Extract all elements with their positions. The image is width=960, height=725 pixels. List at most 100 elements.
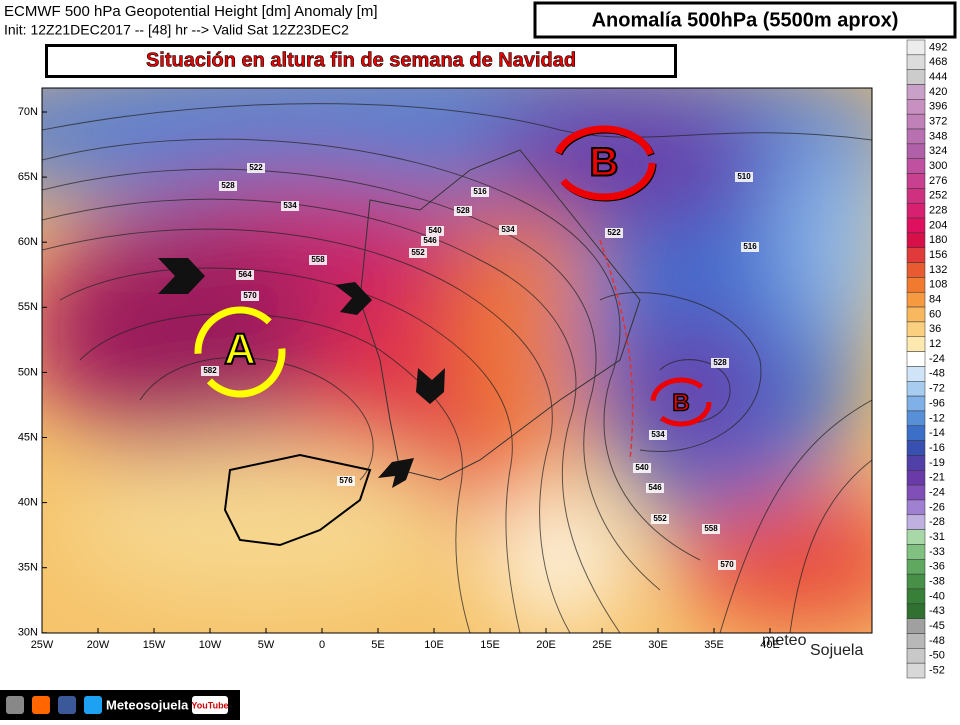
- colorbar-label: -72: [929, 383, 945, 395]
- contour-label-bg: [499, 225, 517, 235]
- contour-label-bg: [241, 291, 259, 301]
- low-label: B: [590, 141, 619, 185]
- colorbar-label: -96: [929, 397, 945, 409]
- subtitle: Situación en altura fin de semana de Nav…: [146, 49, 576, 71]
- icon[interactable]: [84, 696, 102, 714]
- colorbar-label: -24: [929, 486, 945, 498]
- colorbar-cell: [906, 440, 926, 456]
- lat-label: 65N: [18, 171, 38, 183]
- title: Anomalía 500hPa (5500m aprox): [592, 9, 899, 31]
- contour-label-bg: [471, 187, 489, 197]
- colorbar-label: 180: [929, 234, 947, 246]
- contour-label: 552: [411, 248, 425, 257]
- colorbar-cell: [906, 99, 926, 115]
- contour-label-bg: [718, 560, 736, 570]
- colorbar-label: 12: [929, 338, 941, 350]
- footer-video[interactable]: YouTube: [191, 700, 228, 710]
- lon-label: 20E: [536, 639, 556, 651]
- colorbar-label: -48: [929, 635, 945, 647]
- header-line1: ECMWF 500 hPa Geopotential Height [dm] A…: [4, 3, 378, 20]
- contour-label-bg: [236, 270, 254, 280]
- colorbar-cell: [906, 173, 926, 189]
- colorbar-cell: [906, 277, 926, 293]
- colorbar-cell: [906, 484, 926, 501]
- contour-label: 528: [456, 206, 470, 215]
- lon-label: 10W: [199, 639, 222, 651]
- contour-label: 522: [249, 163, 263, 172]
- colorbar-cell: [906, 128, 926, 145]
- contour-label-bg: [605, 228, 623, 238]
- colorbar-label: 156: [929, 249, 947, 261]
- colorbar-label: 84: [929, 294, 941, 306]
- low-symbol: B: [552, 125, 656, 201]
- colorbar-label: -45: [929, 620, 945, 632]
- colorbar-cell: [906, 84, 926, 100]
- contour-label-bg: [281, 201, 299, 211]
- footer-brand[interactable]: Meteosojuela: [106, 697, 189, 712]
- colorbar-cell: [906, 588, 926, 605]
- colorbar-cell: [906, 39, 926, 56]
- map-frame: [41, 87, 873, 634]
- icon[interactable]: [6, 696, 24, 714]
- lon-label: 30E: [648, 639, 668, 651]
- colorbar-cell: [906, 381, 926, 397]
- colorbar-label: 36: [929, 323, 941, 335]
- colorbar-cell: [906, 395, 926, 412]
- colorbar-cell: [906, 306, 926, 323]
- contour-label: 546: [648, 483, 662, 492]
- youtube-box[interactable]: [192, 696, 228, 714]
- colorbar-cell: [906, 559, 926, 575]
- colorbar-label: 276: [929, 175, 947, 187]
- flow-arrows: [158, 258, 445, 488]
- contour-label: 534: [501, 225, 515, 234]
- colorbar-cell: [906, 425, 926, 441]
- map: [42, 88, 872, 633]
- colorbar-cell: [906, 499, 926, 516]
- contour-label: 546: [423, 236, 437, 245]
- colorbar-label: 324: [929, 145, 947, 157]
- lat-label: 40N: [18, 497, 38, 509]
- colorbar-label: -21: [929, 472, 945, 484]
- icon[interactable]: [58, 696, 76, 714]
- contour-label-bg: [201, 366, 219, 376]
- colorbar-label: 348: [929, 130, 947, 142]
- colorbar-label: -26: [929, 501, 945, 513]
- contour-label: 570: [243, 291, 257, 300]
- lon-label: 20W: [87, 639, 110, 651]
- lon-label: 35E: [704, 639, 724, 651]
- lon-label: 5E: [371, 639, 384, 651]
- colorbar-label: -48: [929, 368, 945, 380]
- lon-label: 5W: [258, 639, 275, 651]
- colorbar-label: -12: [929, 412, 945, 424]
- colorbar-label: 60: [929, 308, 941, 320]
- low-symbol: B: [650, 377, 712, 427]
- colorbar-cell: [906, 455, 926, 471]
- lat-label: 60N: [18, 236, 38, 248]
- colorbar-label: -16: [929, 442, 945, 454]
- colorbar-label: -31: [929, 531, 945, 543]
- colorbar: 492 468 444 420 396 372 348 324 300 276 252 228 204 1…: [906, 39, 947, 679]
- contour-label-bg: [651, 514, 669, 524]
- contour-label: 576: [339, 476, 353, 485]
- colorbar-cell: [906, 262, 926, 278]
- lon-label: 25W: [31, 639, 54, 651]
- colorbar-cell: [906, 648, 926, 664]
- icon[interactable]: [32, 696, 50, 714]
- colorbar-cell: [906, 143, 926, 159]
- colorbar-label: 444: [929, 71, 947, 83]
- colorbar-label: -38: [929, 575, 945, 587]
- contour-label: 540: [635, 463, 649, 472]
- high-symbol: A: [194, 306, 286, 398]
- watermark: meteo: [762, 632, 807, 649]
- colorbar-cell: [906, 69, 926, 85]
- lon-label: 25E: [592, 639, 612, 651]
- colorbar-label: -50: [929, 650, 945, 662]
- contour-label-bg: [649, 430, 667, 440]
- colorbar-cell: [906, 470, 926, 486]
- watermark: Sojuela: [810, 642, 863, 659]
- lat-label: 35N: [18, 562, 38, 574]
- lat-label: 55N: [18, 301, 38, 313]
- colorbar-label: -24: [929, 353, 945, 365]
- contour-label: 516: [743, 242, 757, 251]
